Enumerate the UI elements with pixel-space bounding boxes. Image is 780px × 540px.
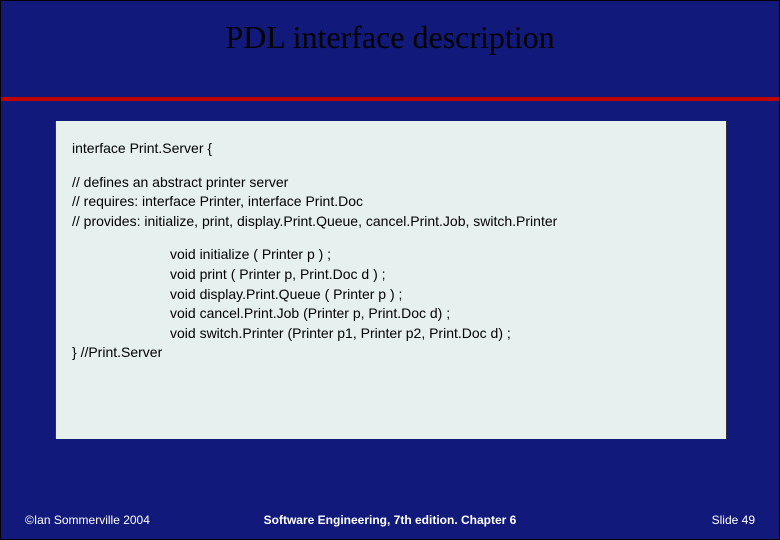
- code-comment: // provides: initialize, print, display.…: [72, 212, 710, 232]
- decl-line: void initialize ( Printer p ) ;: [72, 245, 710, 265]
- decl-line: void switch.Printer (Printer p1, Printer…: [72, 324, 710, 344]
- code-comment: // defines an abstract printer server: [72, 173, 710, 193]
- decl-line: void print ( Printer p, Print.Doc d ) ;: [72, 265, 710, 285]
- decl-line: void display.Print.Queue ( Printer p ) ;: [72, 285, 710, 305]
- footer: ©Ian Sommerville 2004 Software Engineeri…: [1, 513, 779, 527]
- title-area: PDL interface description: [1, 19, 779, 56]
- footer-center: Software Engineering, 7th edition. Chapt…: [264, 513, 517, 527]
- slide-title: PDL interface description: [1, 19, 779, 56]
- blank-line: [72, 231, 710, 245]
- code-comment: // requires: interface Printer, interfac…: [72, 192, 710, 212]
- slide: PDL interface description interface Prin…: [0, 0, 780, 540]
- code-box: interface Print.Server { // defines an a…: [55, 121, 727, 439]
- footer-left: ©Ian Sommerville 2004: [25, 513, 150, 527]
- comment-block: // defines an abstract printer server //…: [72, 173, 710, 232]
- horizontal-rule: [1, 97, 779, 101]
- code-close: } //Print.Server: [72, 343, 710, 363]
- decl-line: void cancel.Print.Job (Printer p, Print.…: [72, 304, 710, 324]
- code-line: interface Print.Server {: [72, 139, 710, 159]
- footer-right: Slide 49: [712, 513, 755, 527]
- blank-line: [72, 159, 710, 173]
